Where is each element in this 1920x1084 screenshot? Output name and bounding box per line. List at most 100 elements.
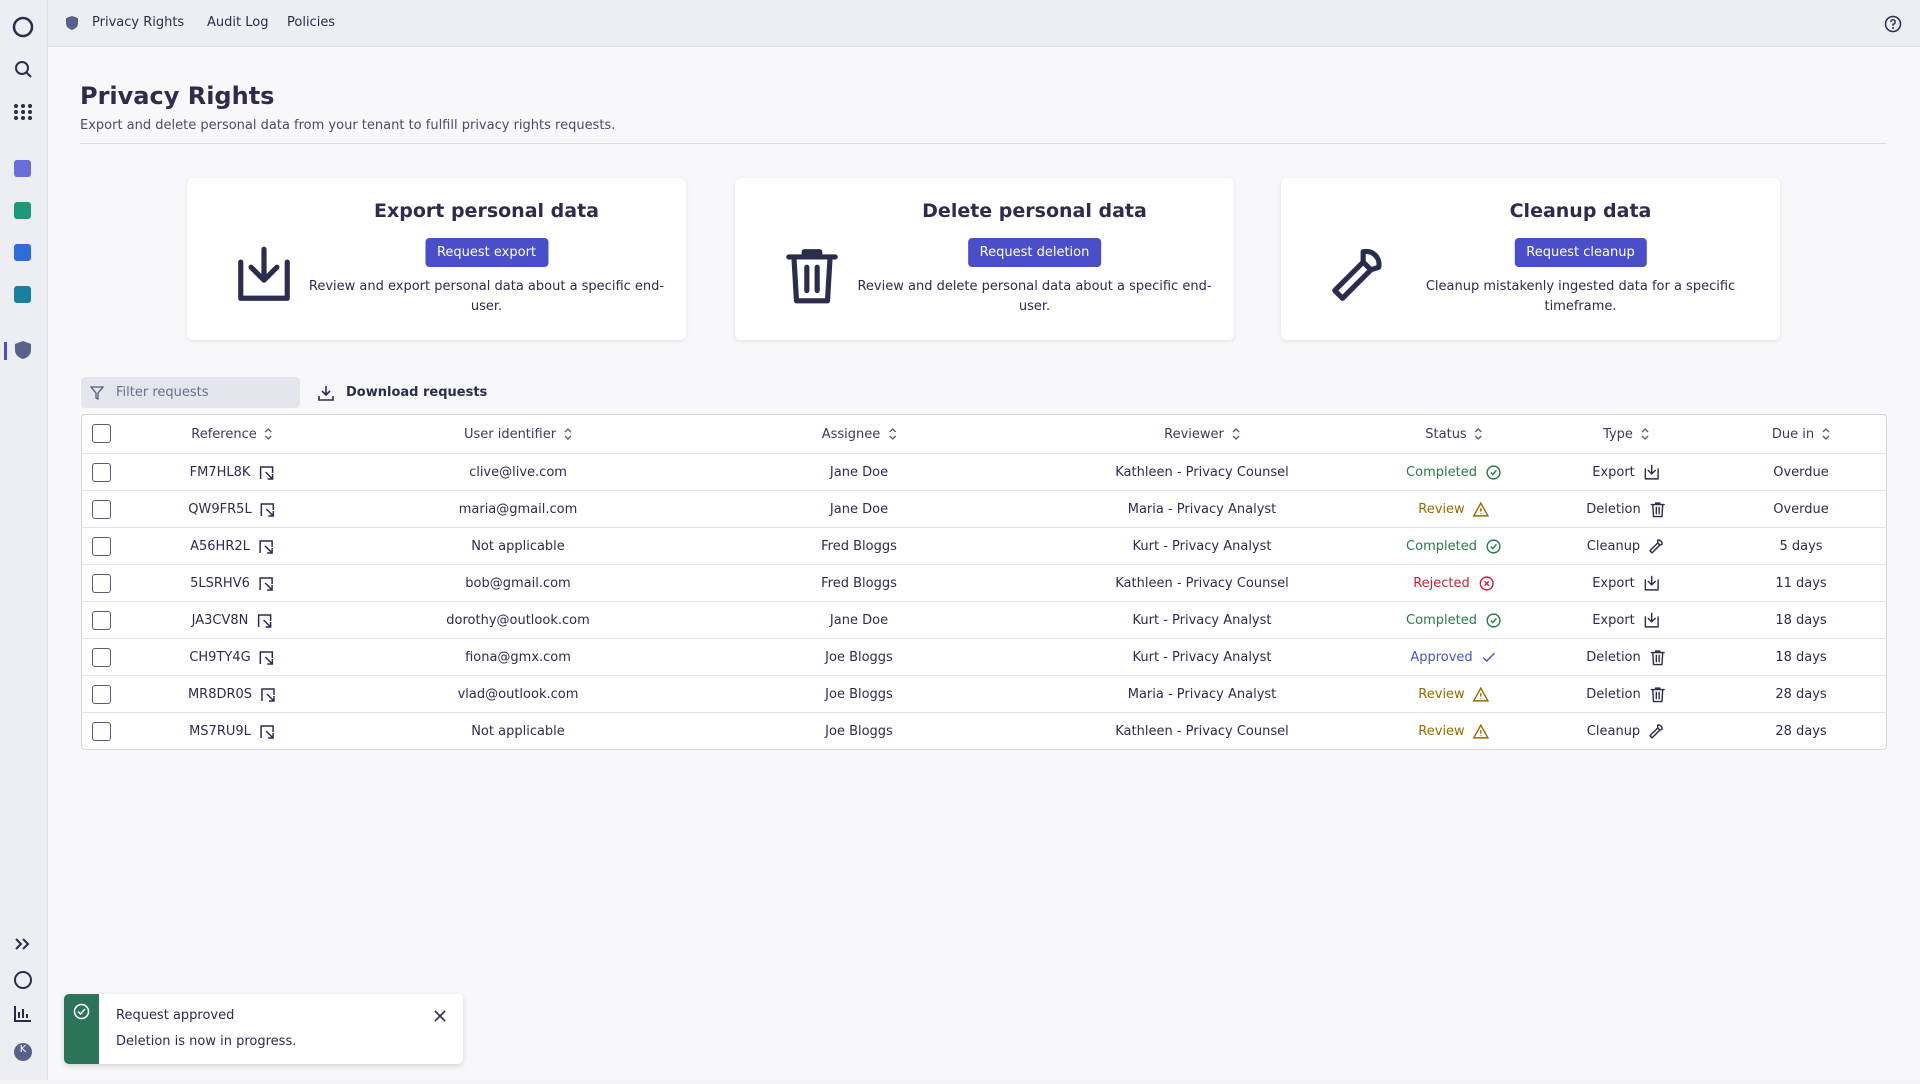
reviewer-cell: Maria - Privacy Analyst — [1128, 676, 1277, 713]
user-text: dorothy@outlook.com — [446, 613, 590, 628]
status-text: Approved — [1410, 650, 1473, 665]
status-icon — [1472, 501, 1490, 517]
due-cell: Overdue — [1773, 454, 1829, 491]
nav-tab[interactable]: Audit Log — [207, 15, 269, 30]
top-bar: Privacy Rights Audit Log Policies — [48, 0, 1920, 47]
download-button[interactable]: Download requests — [318, 377, 487, 408]
table-row: JA3CV8N dorothy@outlook.com Jane Doe Kurt -… — [82, 601, 1886, 638]
status-cell: Approved — [1410, 639, 1497, 676]
column-header[interactable]: Reference — [191, 415, 273, 453]
reference-cell[interactable]: CH9TY4G — [189, 639, 274, 676]
reference-text: MS7RU9L — [189, 724, 251, 739]
table-row: CH9TY4G fiona@gmx.com Joe Bloggs Kurt - Pri… — [82, 638, 1886, 675]
table-row: QW9FR5L maria@gmail.com Jane Doe Maria - Pr… — [82, 490, 1886, 527]
assignee-text: Fred Bloggs — [821, 539, 897, 554]
user-text: vlad@outlook.com — [457, 687, 579, 702]
action-card: Export personal data Request export Review… — [187, 178, 686, 340]
checkbox[interactable] — [92, 424, 111, 443]
assignee-text: Joe Bloggs — [825, 687, 893, 702]
reviewer-text: Kurt - Privacy Analyst — [1132, 613, 1272, 628]
card-button[interactable]: Request deletion — [967, 238, 1102, 267]
due-text: 18 days — [1775, 650, 1827, 665]
checkbox[interactable] — [92, 611, 111, 630]
checkbox[interactable] — [92, 574, 111, 593]
download-icon — [318, 385, 334, 401]
reference-text: A56HR2L — [190, 539, 250, 554]
nav-tab[interactable]: Privacy Rights — [92, 15, 185, 30]
filter-input[interactable]: Filter requests — [81, 377, 300, 408]
delete-icon — [1650, 650, 1665, 666]
delete-icon — [1650, 687, 1665, 703]
type-text: Cleanup — [1586, 724, 1641, 739]
status-icon — [1472, 686, 1490, 702]
type-text: Export — [1592, 613, 1635, 628]
checkbox[interactable] — [92, 722, 111, 741]
reviewer-text: Kathleen - Privacy Counsel — [1115, 576, 1289, 591]
status-icon — [1486, 539, 1501, 554]
reference-cell[interactable]: MR8DR0S — [188, 676, 276, 713]
due-cell: Overdue — [1773, 491, 1829, 528]
assignee-cell: Jane Doe — [830, 602, 888, 639]
type-text: Deletion — [1586, 650, 1641, 665]
assignee-text: Joe Bloggs — [825, 724, 893, 739]
status-icon — [1479, 576, 1494, 591]
type-text: Deletion — [1586, 687, 1641, 702]
avatar[interactable]: K — [19, 1044, 27, 1055]
due-text: Overdue — [1773, 502, 1829, 517]
help-icon[interactable] — [1884, 15, 1902, 33]
type-text: Export — [1592, 576, 1635, 591]
status-icon — [1472, 723, 1490, 739]
reference-cell[interactable]: FM7HL8K — [190, 454, 275, 491]
status-cell: Review — [1418, 491, 1490, 528]
due-cell: 18 days — [1775, 602, 1826, 639]
status-icon — [1486, 613, 1501, 628]
reviewer-text: Kathleen - Privacy Counsel — [1115, 724, 1289, 739]
table-row: MS7RU9L Not applicable Joe Bloggs Kathleen … — [82, 712, 1886, 749]
column-header[interactable]: Type — [1603, 415, 1649, 453]
toast-close[interactable] — [433, 1009, 447, 1023]
column-header[interactable]: Due in — [1772, 415, 1830, 453]
column-header[interactable]: User identifier — [464, 415, 572, 453]
user-cell: maria@gmail.com — [459, 491, 578, 528]
reference-cell[interactable]: QW9FR5L — [188, 491, 275, 528]
card-description: Cleanup mistakenly ingested data for a s… — [1425, 279, 1736, 314]
cleanup-icon — [1649, 724, 1664, 739]
type-cell: Cleanup — [1587, 713, 1665, 750]
card-button[interactable]: Request cleanup — [1514, 238, 1647, 267]
status-cell: Completed — [1406, 602, 1502, 639]
type-cell: Deletion — [1586, 676, 1666, 713]
reference-cell[interactable]: 5LSRHV6 — [190, 565, 274, 602]
sort-icon — [1641, 428, 1649, 440]
status-cell: Completed — [1406, 454, 1502, 491]
reference-cell[interactable]: A56HR2L — [190, 528, 274, 565]
export-icon — [1644, 464, 1659, 480]
checkbox[interactable] — [92, 685, 111, 704]
assignee-cell: Fred Bloggs — [821, 528, 897, 565]
type-cell: Cleanup — [1587, 528, 1665, 565]
column-header[interactable]: Reviewer — [1164, 415, 1240, 453]
nav-tab[interactable]: Policies — [287, 15, 336, 30]
reference-cell[interactable]: MS7RU9L — [189, 713, 275, 750]
reviewer-text: Maria - Privacy Analyst — [1127, 687, 1277, 702]
checkbox[interactable] — [92, 500, 111, 519]
sidebar-icons — [4, 16, 34, 1061]
column-label: Assignee — [821, 426, 881, 442]
reference-cell[interactable]: JA3CV8N — [192, 602, 273, 639]
open-icon — [259, 539, 273, 554]
status-icon — [1486, 465, 1501, 480]
due-cell: 18 days — [1775, 639, 1826, 676]
status-text: Rejected — [1413, 576, 1470, 591]
table-row: 5LSRHV6 bob@gmail.com Fred Bloggs Kathleen … — [82, 564, 1886, 601]
due-cell: 11 days — [1775, 565, 1826, 602]
column-header[interactable]: Assignee — [822, 415, 897, 453]
sort-icon — [1475, 428, 1483, 440]
card-button[interactable]: Request export — [424, 238, 549, 267]
page-subtitle: Export and delete personal data from you… — [80, 118, 616, 133]
open-icon — [259, 576, 273, 591]
export-icon — [1644, 612, 1659, 628]
checkbox[interactable] — [92, 537, 111, 556]
column-header[interactable]: Status — [1425, 415, 1483, 453]
checkbox[interactable] — [92, 648, 111, 667]
column-label: Reference — [191, 426, 257, 442]
checkbox[interactable] — [92, 463, 111, 482]
